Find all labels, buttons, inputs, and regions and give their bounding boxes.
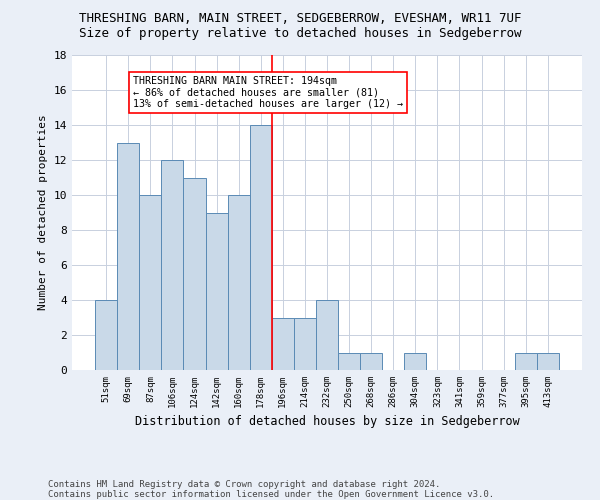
Bar: [161, 160, 184, 370]
Text: Size of property relative to detached houses in Sedgeberrow: Size of property relative to detached ho…: [79, 28, 521, 40]
Bar: [360, 352, 382, 370]
Bar: [95, 300, 117, 370]
Text: THRESHING BARN, MAIN STREET, SEDGEBERROW, EVESHAM, WR11 7UF: THRESHING BARN, MAIN STREET, SEDGEBERROW…: [79, 12, 521, 26]
Bar: [338, 352, 360, 370]
Text: THRESHING BARN MAIN STREET: 194sqm
← 86% of detached houses are smaller (81)
13%: THRESHING BARN MAIN STREET: 194sqm ← 86%…: [133, 76, 403, 109]
Bar: [404, 352, 427, 370]
Bar: [139, 195, 161, 370]
Bar: [272, 318, 294, 370]
Bar: [537, 352, 559, 370]
Bar: [250, 125, 272, 370]
Text: Contains public sector information licensed under the Open Government Licence v3: Contains public sector information licen…: [48, 490, 494, 499]
Bar: [294, 318, 316, 370]
Bar: [515, 352, 537, 370]
Bar: [206, 212, 227, 370]
Text: Contains HM Land Registry data © Crown copyright and database right 2024.: Contains HM Land Registry data © Crown c…: [48, 480, 440, 489]
X-axis label: Distribution of detached houses by size in Sedgeberrow: Distribution of detached houses by size …: [134, 416, 520, 428]
Bar: [316, 300, 338, 370]
Bar: [227, 195, 250, 370]
Bar: [184, 178, 206, 370]
Y-axis label: Number of detached properties: Number of detached properties: [38, 114, 48, 310]
Bar: [117, 142, 139, 370]
